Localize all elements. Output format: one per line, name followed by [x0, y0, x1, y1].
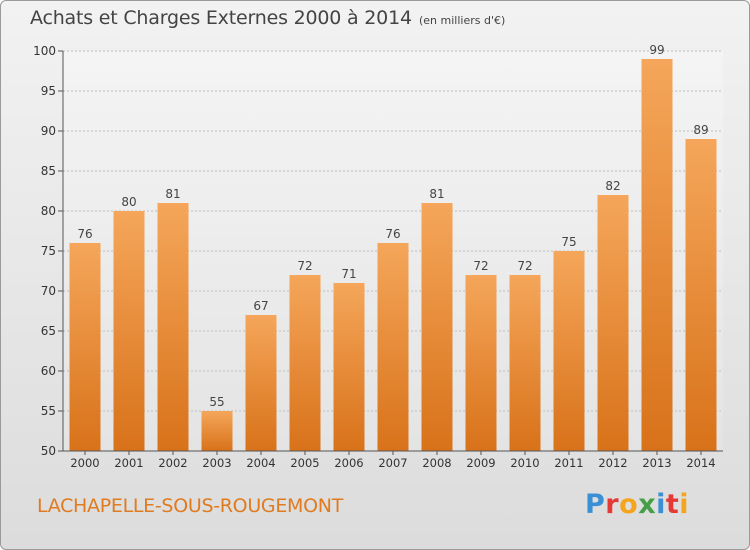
- x-tick-label: 2001: [114, 456, 143, 470]
- y-tick-label: 85: [41, 164, 56, 178]
- data-label-2003: 55: [209, 395, 224, 409]
- bar-2007: [377, 243, 409, 451]
- bar-2014: [685, 139, 717, 451]
- x-tick-label: 2013: [642, 456, 671, 470]
- x-tick-label: 2010: [510, 456, 539, 470]
- bar-2010: [509, 275, 541, 451]
- proxiti-logo[interactable]: Proxiti: [585, 489, 689, 520]
- x-tick-label: 2002: [158, 456, 187, 470]
- x-tick-label: 2011: [554, 456, 583, 470]
- y-tick-label: 60: [41, 364, 56, 378]
- data-label-2008: 81: [429, 187, 444, 201]
- bar-2008: [421, 203, 453, 451]
- logo-letter: P: [585, 489, 606, 520]
- data-label-2006: 71: [341, 267, 356, 281]
- y-tick-label: 75: [41, 244, 56, 258]
- data-label-2007: 76: [385, 227, 400, 241]
- y-tick-label: 65: [41, 324, 56, 338]
- x-tick-label: 2006: [334, 456, 363, 470]
- bar-2013: [641, 59, 673, 451]
- y-tick-label: 70: [41, 284, 56, 298]
- data-label-2014: 89: [693, 123, 708, 137]
- data-label-2011: 75: [561, 235, 576, 249]
- x-tick-label: 2005: [290, 456, 319, 470]
- bar-2000: [69, 243, 101, 451]
- data-label-2002: 81: [165, 187, 180, 201]
- logo-letter: i: [679, 489, 690, 520]
- bar-2005: [289, 275, 321, 451]
- data-label-2012: 82: [605, 179, 620, 193]
- x-tick-label: 2012: [598, 456, 627, 470]
- bar-2001: [113, 211, 145, 451]
- chart-title: Achats et Charges Externes 2000 à 2014: [30, 7, 412, 29]
- x-tick-label: 2009: [466, 456, 495, 470]
- data-label-2013: 99: [649, 43, 664, 57]
- bar-2004: [245, 315, 277, 451]
- data-label-2010: 72: [517, 259, 532, 273]
- logo-letter: x: [638, 489, 657, 520]
- logo-letter: o: [619, 489, 639, 520]
- data-label-2000: 76: [77, 227, 92, 241]
- x-tick-label: 2008: [422, 456, 451, 470]
- x-tick-label: 2004: [246, 456, 275, 470]
- x-tick-label: 2003: [202, 456, 231, 470]
- bar-2002: [157, 203, 189, 451]
- logo-letter: r: [605, 489, 620, 520]
- bar-2012: [597, 195, 629, 451]
- bar-2003: [201, 411, 233, 451]
- bars: 76 80 81 55 67 72 71 76 81 72 72 75 82 99 89: [69, 43, 717, 451]
- y-tick-label: 55: [41, 404, 56, 418]
- axes: 50 55 60 65 70 75 80 85 90 95 100 2000 2001 2002 2003 2…: [33, 44, 723, 470]
- chart-subtitle: (en milliers d'€): [419, 14, 506, 27]
- x-tick-label: 2014: [686, 456, 715, 470]
- y-tick-label: 50: [41, 444, 56, 458]
- y-tick-label: 95: [41, 84, 56, 98]
- data-label-2009: 72: [473, 259, 488, 273]
- commune-name: LACHAPELLE-SOUS-ROUGEMONT: [37, 495, 344, 517]
- data-label-2005: 72: [297, 259, 312, 273]
- y-tick-label: 80: [41, 204, 56, 218]
- bar-2006: [333, 283, 365, 451]
- bar-2009: [465, 275, 497, 451]
- data-label-2004: 67: [253, 299, 268, 313]
- x-tick-label: 2007: [378, 456, 407, 470]
- bar-2011: [553, 251, 585, 451]
- logo-letter: t: [665, 489, 680, 520]
- x-tick-label: 2000: [70, 456, 99, 470]
- y-tick-label: 100: [33, 44, 56, 58]
- y-tick-label: 90: [41, 124, 56, 138]
- data-label-2001: 80: [121, 195, 136, 209]
- logo-letter: i: [656, 489, 666, 520]
